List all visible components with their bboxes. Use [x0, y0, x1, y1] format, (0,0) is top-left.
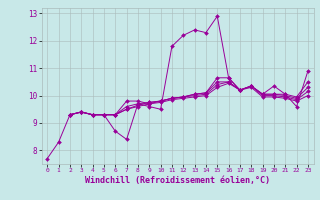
- X-axis label: Windchill (Refroidissement éolien,°C): Windchill (Refroidissement éolien,°C): [85, 176, 270, 185]
